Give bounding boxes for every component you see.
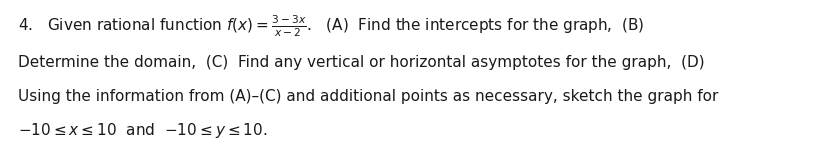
Text: Determine the domain,  (C)  Find any vertical or horizontal asymptotes for the g: Determine the domain, (C) Find any verti… — [18, 55, 705, 70]
Text: $-10 \leq x \leq 10$  and  $-10 \leq y \leq 10$.: $-10 \leq x \leq 10$ and $-10 \leq y \le… — [18, 121, 268, 140]
Text: Using the information from (A)–(C) and additional points as necessary, sketch th: Using the information from (A)–(C) and a… — [18, 89, 719, 104]
Text: 4.   Given rational function $f(x) = \frac{3-3x}{x-2}$.   (A)  Find the intercep: 4. Given rational function $f(x) = \frac… — [18, 13, 645, 38]
